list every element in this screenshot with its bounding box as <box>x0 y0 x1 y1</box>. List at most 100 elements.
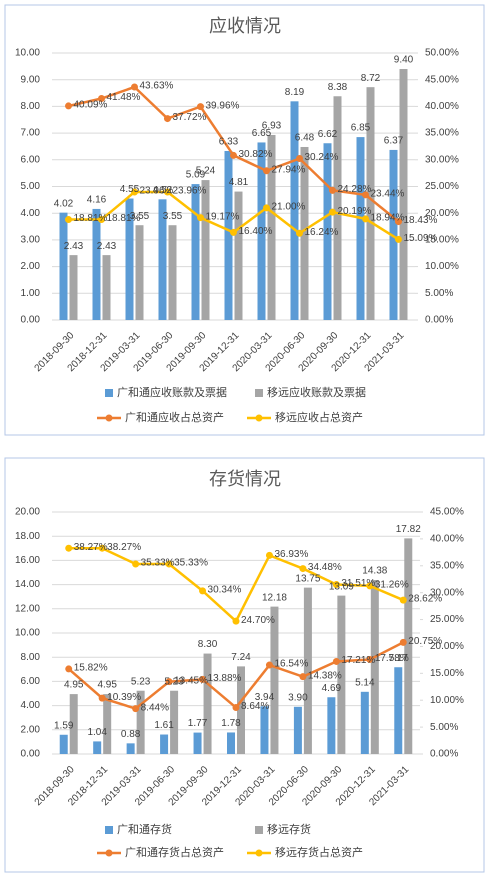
bar <box>227 732 235 754</box>
data-label: 5.23 <box>131 676 151 687</box>
y2-tick-label: 0.00% <box>430 749 458 760</box>
data-label: 1.59 <box>54 720 74 731</box>
bar <box>160 734 169 754</box>
line-marker <box>98 694 106 702</box>
data-label: 13.45% <box>174 675 208 686</box>
data-label: 2.43 <box>97 241 117 252</box>
bar <box>59 734 68 754</box>
data-label: 31.26% <box>375 580 409 591</box>
data-label: 8.38 <box>328 82 348 93</box>
y-tick-label: 10.00 <box>15 628 40 639</box>
legend-label: 移远应收占总资产 <box>275 410 363 424</box>
bar <box>290 101 299 321</box>
bar <box>404 538 413 754</box>
legend-label: 移远应收账款及票据 <box>267 385 366 399</box>
legend-label: 广和通应收占总资产 <box>125 410 224 424</box>
y2-tick-label: 20.00% <box>425 208 459 219</box>
y2-tick-label: 20.00% <box>430 641 464 652</box>
line-marker <box>299 673 307 681</box>
line-marker <box>65 102 72 110</box>
data-label: 6.33 <box>219 137 239 148</box>
y-tick-label: 2.00 <box>21 261 41 272</box>
line-marker <box>329 186 336 194</box>
line-marker <box>131 83 138 91</box>
data-label: 8.64% <box>241 701 269 712</box>
line-marker <box>65 544 73 552</box>
bar <box>158 199 167 320</box>
y2-tick-label: 15.00% <box>430 668 464 679</box>
data-label: 23.96% <box>173 186 207 197</box>
chart-frame <box>4 457 485 873</box>
y2-tick-label: 40.00% <box>430 534 464 545</box>
bar <box>193 732 202 754</box>
y2-tick-label: 45.00% <box>425 74 459 85</box>
line-marker <box>265 551 273 559</box>
legend-swatch <box>255 389 263 397</box>
data-label: 20.19% <box>338 206 372 217</box>
data-label: 5.24 <box>196 166 216 177</box>
data-label: 4.95 <box>97 680 117 691</box>
y-tick-label: 1.00 <box>21 288 41 299</box>
chart-title: 应收情况 <box>209 16 281 36</box>
y-tick-label: 4.00 <box>21 208 41 219</box>
data-label: 18.94% <box>371 213 405 224</box>
data-label: 34.48% <box>308 562 342 573</box>
line-marker <box>366 655 374 663</box>
y-tick-label: 8.00 <box>21 101 41 112</box>
bar <box>260 706 269 754</box>
data-label: 3.90 <box>288 692 308 703</box>
y-tick-label: 3.00 <box>21 235 41 246</box>
y2-tick-label: 50.00% <box>425 48 459 59</box>
bar <box>234 191 243 320</box>
data-label: 9.40 <box>394 55 414 66</box>
data-label: 5.14 <box>355 677 375 688</box>
bar <box>191 184 200 320</box>
legend-swatch <box>255 414 263 422</box>
y-tick-label: 10.00 <box>15 48 40 59</box>
bar <box>323 143 332 320</box>
data-label: 38.27% <box>107 542 141 553</box>
bar <box>293 706 302 754</box>
bar <box>69 694 78 754</box>
chart: 应收情况 0.00 1.00 2.00 3.00 4.00 5.00 6.00 7.00 8.00… <box>4 4 485 436</box>
line-marker <box>329 208 336 216</box>
data-label: 17.82 <box>396 524 421 535</box>
y-tick-label: 4.00 <box>21 700 41 711</box>
line-marker <box>98 216 105 224</box>
data-label: 13.09 <box>329 581 354 592</box>
bar <box>300 146 309 320</box>
line-marker <box>230 228 237 236</box>
legend-label: 广和通存货占总资产 <box>125 845 224 859</box>
bar <box>370 580 379 754</box>
line-marker <box>165 678 173 686</box>
y2-tick-label: 35.00% <box>425 128 459 139</box>
data-label: 13.88% <box>208 673 242 684</box>
data-label: 1.04 <box>87 727 107 738</box>
data-label: 4.52 <box>153 185 173 196</box>
bar <box>327 697 336 754</box>
data-label: 38.27% <box>74 542 108 553</box>
data-label: 6.48 <box>295 133 315 144</box>
line-marker <box>197 214 204 222</box>
data-label: 40.09% <box>74 100 108 111</box>
y-tick-label: 6.00 <box>21 154 41 165</box>
line-marker <box>263 204 270 212</box>
data-label: 28.62% <box>408 594 442 605</box>
data-label: 8.44% <box>141 702 169 713</box>
data-label: 8.19 <box>285 87 305 98</box>
data-label: 2.43 <box>64 241 84 252</box>
data-label: 4.02 <box>54 198 74 209</box>
data-label: 16.40% <box>239 226 273 237</box>
data-label: 8.72 <box>361 73 381 84</box>
bar <box>333 96 342 320</box>
data-label: 39.96% <box>206 100 240 111</box>
bar <box>366 87 375 321</box>
bar <box>170 690 179 754</box>
data-label: 23.96% <box>140 186 174 197</box>
line-marker <box>199 675 207 683</box>
line-marker <box>296 155 303 163</box>
line-marker <box>395 235 402 243</box>
chart: 存货情况 0.00 2.00 4.00 6.00 8.00 10.00 12.00 14.00 1… <box>4 457 485 873</box>
line-marker <box>232 704 240 712</box>
bar <box>394 667 403 754</box>
